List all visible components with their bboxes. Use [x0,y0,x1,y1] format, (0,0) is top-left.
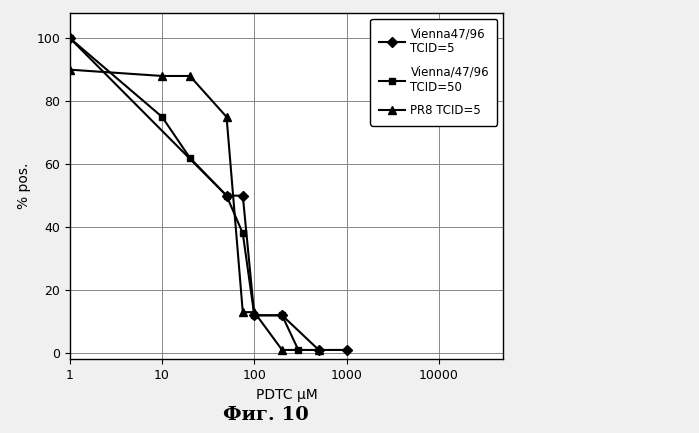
PR8 TCID=5 [222,114,231,120]
Line: Vienna47/96
TCID=5: Vienna47/96 TCID=5 [66,35,350,353]
PR8 TCID=5 [278,347,287,352]
Vienna/47/96
TCID=50 [278,313,287,318]
Vienna47/96
TCID=5 [278,313,287,318]
Vienna/47/96
TCID=50 [186,155,194,161]
Legend: Vienna47/96
TCID=5, Vienna/47/96
TCID=50, PR8 TCID=5: Vienna47/96 TCID=5, Vienna/47/96 TCID=50… [370,19,498,126]
Text: Фиг. 10: Фиг. 10 [223,406,308,424]
PR8 TCID=5 [186,73,194,78]
PR8 TCID=5 [66,67,74,72]
Vienna/47/96
TCID=50 [222,193,231,198]
Vienna/47/96
TCID=50 [66,36,74,41]
PR8 TCID=5 [238,310,247,315]
Line: PR8 TCID=5: PR8 TCID=5 [66,65,323,354]
PR8 TCID=5 [250,310,259,315]
Y-axis label: % pos.: % pos. [17,163,31,210]
Line: Vienna/47/96
TCID=50: Vienna/47/96 TCID=50 [66,35,302,353]
Vienna47/96
TCID=5 [66,36,74,41]
Vienna47/96
TCID=5 [343,347,351,352]
Vienna/47/96
TCID=50 [238,231,247,236]
Vienna/47/96
TCID=50 [158,114,166,120]
Vienna47/96
TCID=5 [238,193,247,198]
Vienna/47/96
TCID=50 [294,347,303,352]
Vienna/47/96
TCID=50 [250,313,259,318]
Vienna47/96
TCID=5 [315,347,323,352]
PR8 TCID=5 [315,347,323,352]
PR8 TCID=5 [158,73,166,78]
X-axis label: PDTC μM: PDTC μM [256,388,317,402]
Vienna47/96
TCID=5 [222,193,231,198]
Vienna47/96
TCID=5 [250,313,259,318]
